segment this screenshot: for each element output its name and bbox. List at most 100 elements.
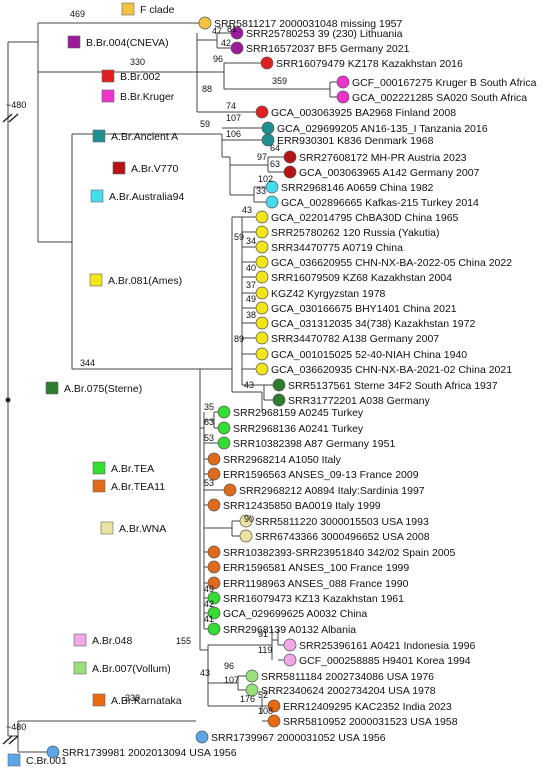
legend-swatch: [92, 461, 106, 475]
support-value: 64: [270, 143, 280, 153]
tip-marker: [265, 180, 279, 194]
tip-label: SRR5137561 Sterne 34F2 South Africa 1937: [288, 380, 498, 392]
legend-swatch: [92, 479, 106, 493]
legend-label: A.Br.081(Ames): [108, 275, 182, 287]
support-value: 338: [125, 693, 140, 703]
support-value: 96: [213, 54, 223, 64]
support-value: 38: [246, 310, 256, 320]
support-value: 33: [256, 186, 266, 196]
support-value: 49: [246, 294, 256, 304]
tip-marker: [207, 576, 221, 590]
tip-marker: [217, 436, 231, 450]
support-value: 59: [234, 232, 244, 242]
support-value: 107: [226, 113, 241, 123]
support-value: 88: [202, 84, 212, 94]
support-value: 63: [270, 159, 280, 169]
support-value: 47: [212, 26, 222, 36]
tip-marker: [207, 560, 221, 574]
tip-label: GCA_036620935 CHN-NX-BA-2021-02 China 20…: [271, 364, 512, 376]
tip-marker: [207, 498, 221, 512]
tip-marker: [245, 669, 259, 683]
support-value: 344: [80, 358, 95, 368]
tip-label: GCA_031312035 34(738) Kazakhstan 1972: [271, 318, 475, 330]
tip-label: SRR5810952 2000031523 USA 1958: [283, 716, 458, 728]
support-value: 49: [204, 584, 214, 594]
support-value: 34: [246, 236, 256, 246]
tip-marker: [239, 514, 253, 528]
legend-swatch: [101, 69, 115, 83]
break-mark: [2, 113, 13, 123]
tip-marker: [207, 606, 221, 620]
tip-marker: [336, 75, 350, 89]
tip-marker: [255, 105, 269, 119]
tip-marker: [207, 622, 221, 636]
support-value: 42: [204, 599, 214, 609]
support-value: 52: [258, 690, 268, 700]
legend-label: A.Br.075(Sterne): [64, 383, 142, 395]
legend-label: F clade: [140, 4, 175, 16]
tip-marker: [230, 26, 244, 40]
tip-label: SRR2968159 A0245 Turkey: [233, 407, 364, 419]
tip-marker: [239, 529, 253, 543]
legend-label: A.Br.Karnataka: [111, 695, 182, 707]
tip-label: SRR25780253 39 (230) Lithuania: [246, 28, 403, 40]
tip-label: GCA_002221285 SA020 South Africa: [352, 92, 527, 104]
tip-marker: [272, 393, 286, 407]
tip-label: SRR5811220 3000015503 USA 1993: [255, 516, 429, 528]
legend-label: A.Br.Ancient A: [111, 131, 178, 143]
break-mark: [2, 735, 13, 745]
legend-label: A.Br.TEA11: [111, 481, 165, 493]
tip-marker: [195, 730, 209, 744]
support-value: 40: [246, 263, 256, 273]
tip-label: SRR2968146 A0659 China 1982: [281, 182, 434, 194]
legend-swatch: [45, 381, 59, 395]
support-value: 89: [234, 334, 244, 344]
tip-label: SRR2340624 2002734204 USA 1978: [261, 685, 436, 697]
tip-label: SRR25396161 A0421 Indonesia 1996: [299, 640, 475, 652]
tip-marker: [245, 683, 259, 697]
support-value: 35: [204, 402, 214, 412]
root-length-bottom: ~480: [6, 722, 26, 732]
tip-label: KGZ42 Kyrgyzstan 1978: [271, 288, 386, 300]
support-value: 81: [227, 24, 237, 34]
legend-swatch: [101, 89, 115, 103]
legend-label: B.Br.002: [120, 71, 160, 83]
tip-marker: [260, 56, 274, 70]
tip-marker: [255, 286, 269, 300]
tip-label: SRR6743366 3000496652 USA 2008: [255, 531, 430, 543]
support-value: 359: [272, 76, 287, 86]
legend-swatch: [73, 633, 87, 647]
support-value: 102: [258, 174, 273, 184]
tip-label: SRR2968214 A1050 Italy: [223, 454, 342, 466]
legend-label: A.Br.Australia94: [109, 191, 184, 203]
tip-label: SRR25780262 120 Russia (Yakutia): [271, 227, 440, 239]
support-value: 91: [258, 629, 268, 639]
tip-marker: [283, 638, 297, 652]
tip-label: SRR16079473 KZ13 Kazakhstan 1961: [223, 593, 404, 605]
support-value: 63: [204, 417, 214, 427]
support-value: 43: [200, 668, 210, 678]
tip-marker: [255, 316, 269, 330]
support-value: 155: [176, 636, 191, 646]
tip-marker: [255, 270, 269, 284]
tip-label: GCA_003063925 BA2968 Finland 2008: [271, 107, 456, 119]
clade-legend: F clade B.Br.004(CNEVA) B.Br.002 B.Br.Kruge…: [7, 2, 184, 767]
support-value: 176: [240, 694, 255, 704]
legend-swatch: [90, 189, 104, 203]
root-length-top: ~480: [6, 100, 26, 110]
tip-marker: [255, 347, 269, 361]
support-value: 59: [200, 119, 210, 129]
tip-label: SRR16079479 KZ178 Kazakhstan 2016: [276, 58, 463, 70]
tip-marker: [283, 653, 297, 667]
legend-label: A.Br.WNA: [119, 523, 166, 535]
tip-marker: [217, 421, 231, 435]
break-mark: [8, 735, 19, 745]
tip-label: ERR1596581 ANSES_100 France 1999: [223, 562, 409, 574]
root-node: [5, 397, 11, 403]
legend-swatch: [92, 693, 106, 707]
tip-label: SRR12435850 BA0019 Italy 1999: [223, 500, 381, 512]
tip-label: GCA_001015025 52-40-NIAH China 1940: [271, 349, 467, 361]
support-value: 469: [70, 9, 85, 19]
